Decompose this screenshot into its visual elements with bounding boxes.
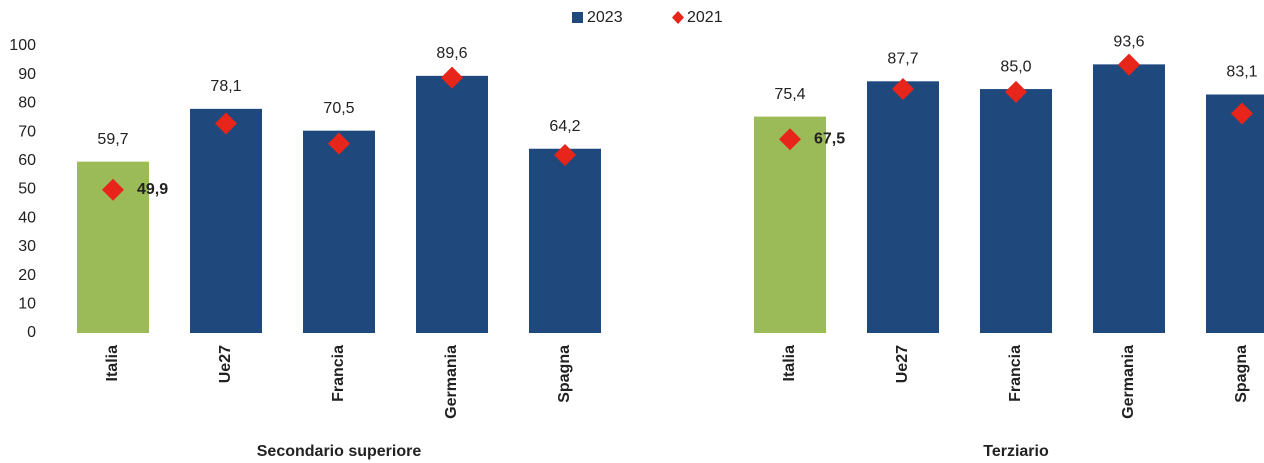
x-tick-label: Ue27 <box>217 345 234 383</box>
value-label: 64,2 <box>549 118 580 135</box>
bar <box>980 89 1052 333</box>
y-tick-label: 30 <box>18 238 36 255</box>
bar <box>754 116 826 334</box>
bar <box>1093 64 1165 334</box>
marker <box>102 178 124 201</box>
x-tick-label: Spagna <box>1233 345 1250 403</box>
marker <box>779 128 801 151</box>
marker <box>328 132 350 155</box>
group-label: Terziario <box>983 443 1049 460</box>
legend-label: 2021 <box>687 9 723 26</box>
marker <box>1118 53 1140 76</box>
y-tick-label: 40 <box>18 209 36 226</box>
marker <box>892 78 914 101</box>
x-tick-label: Germania <box>1120 345 1137 419</box>
x-tick-label: Ue27 <box>894 345 911 383</box>
y-tick-label: 90 <box>18 66 36 83</box>
marker <box>554 144 576 167</box>
y-tick-label: 60 <box>18 152 36 169</box>
marker <box>215 112 237 135</box>
value-label: 67,5 <box>814 130 845 147</box>
marker <box>441 66 463 89</box>
value-label: 93,6 <box>1113 34 1144 51</box>
y-tick-label: 50 <box>18 181 36 198</box>
value-label: 70,5 <box>323 100 354 117</box>
marker <box>1005 80 1027 103</box>
x-tick-label: Italia <box>781 345 798 382</box>
value-label: 83,1 <box>1226 64 1257 81</box>
y-tick-label: 10 <box>18 296 36 313</box>
value-label: 78,1 <box>210 78 241 95</box>
y-tick-label: 100 <box>9 37 36 54</box>
bar <box>867 81 939 334</box>
y-tick-label: 0 <box>27 324 36 341</box>
value-label: 75,4 <box>774 86 805 103</box>
value-label: 87,7 <box>887 51 918 68</box>
x-tick-label: Francia <box>1007 345 1024 402</box>
value-label: 89,6 <box>436 45 467 62</box>
legend-swatch <box>672 11 684 24</box>
value-label: 49,9 <box>137 181 168 198</box>
bar <box>190 108 262 333</box>
bar <box>1206 94 1264 334</box>
legend-swatch <box>572 12 583 23</box>
y-tick-label: 80 <box>18 95 36 112</box>
bar <box>303 130 375 333</box>
group-label: Secondario superiore <box>257 443 422 460</box>
value-label: 59,7 <box>97 131 128 148</box>
y-tick-label: 20 <box>18 267 36 284</box>
bar <box>416 75 488 334</box>
x-tick-label: Francia <box>330 345 347 402</box>
x-tick-label: Germania <box>443 345 460 419</box>
x-tick-label: Spagna <box>556 345 573 403</box>
marker <box>1231 102 1253 125</box>
x-tick-label: Italia <box>104 345 121 382</box>
y-tick-label: 70 <box>18 123 36 140</box>
bar <box>529 148 601 333</box>
legend-label: 2023 <box>587 9 623 26</box>
value-label: 85,0 <box>1000 58 1031 75</box>
